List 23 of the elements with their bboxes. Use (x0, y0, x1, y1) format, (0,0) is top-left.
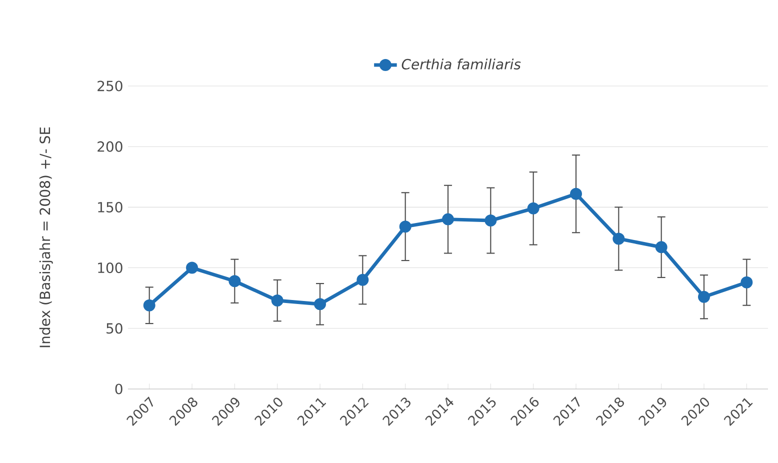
point (570, 188, 582, 200)
point (527, 202, 540, 214)
point (228, 275, 241, 288)
point (143, 299, 156, 312)
y-tick-label: 250 (98, 80, 122, 92)
point (655, 241, 668, 254)
point (186, 262, 198, 274)
point (271, 294, 284, 307)
point (314, 298, 326, 310)
y-tick-label: 100 (98, 262, 122, 274)
point (484, 214, 497, 227)
point (612, 232, 625, 245)
y-tick-label: 50 (106, 323, 122, 334)
y-axis-title: Index (Basisjahr = 2008) +/- SE (39, 127, 53, 348)
y-tick-label: 200 (98, 141, 122, 152)
legend-label: Certhia familiaris (402, 58, 521, 70)
y-tick-label: 150 (98, 202, 122, 212)
point (399, 220, 412, 233)
point (698, 290, 710, 303)
point (740, 276, 753, 288)
point (356, 274, 369, 286)
y-tick-label: 0 (115, 384, 122, 394)
point (442, 213, 454, 226)
